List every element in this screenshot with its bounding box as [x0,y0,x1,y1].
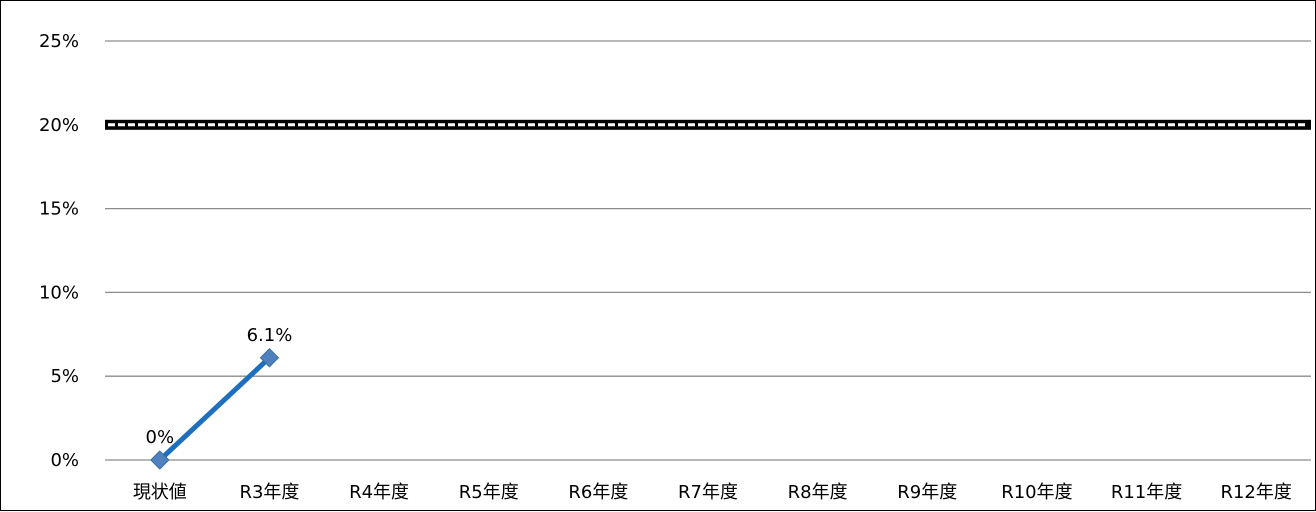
y-tick-label: 10% [39,282,79,303]
y-tick-label: 25% [39,31,79,52]
x-tick-label: R6年度 [568,482,628,503]
x-axis-ticks: 現状値 R3年度 R4年度 R5年度 R6年度 R7年度 R8年度 R9年度 R10年度 R11年… [133,482,1292,503]
x-tick-label: 現状値 [133,482,187,503]
y-tick-label: 5% [50,366,79,387]
y-tick-label: 20% [39,115,79,136]
x-tick-label: R7年度 [678,482,738,503]
gridlines [105,40,1311,461]
x-tick-label: R5年度 [459,482,519,503]
x-tick-label: R3年度 [239,482,299,503]
x-tick-label: R4年度 [349,482,409,503]
series-line [158,355,272,462]
y-tick-label: 15% [39,199,79,220]
y-tick-label: 0% [50,450,79,471]
x-tick-label: R12年度 [1220,482,1291,503]
x-tick-label: R10年度 [1001,482,1072,503]
series-group: 0% 6.1% [146,325,293,470]
y-axis-ticks: 0% 5% 10% 15% 20% 25% [39,31,79,471]
data-label: 6.1% [247,325,293,346]
x-tick-label: R9年度 [897,482,957,503]
data-point-marker [259,348,280,368]
data-point-marker [150,450,170,470]
x-tick-label: R8年度 [788,482,848,503]
data-label: 0% [146,427,175,448]
x-tick-label: R11年度 [1111,482,1182,503]
target-line-group [105,119,1311,130]
